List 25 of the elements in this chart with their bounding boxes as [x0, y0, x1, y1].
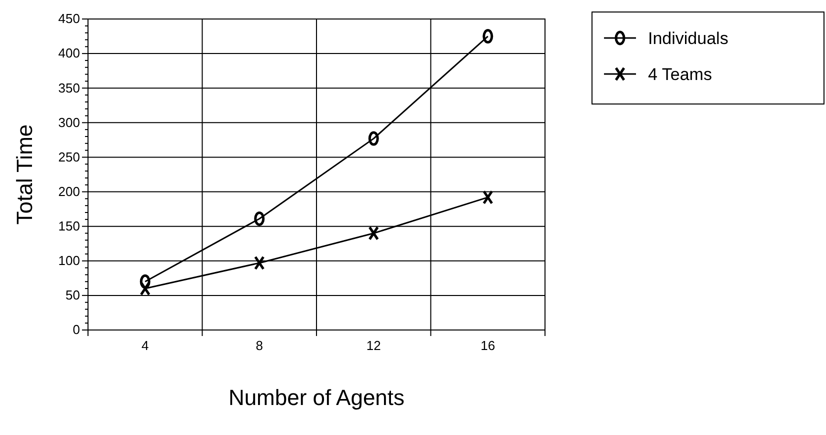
y-tick-label: 400	[58, 46, 80, 61]
point	[482, 29, 494, 44]
x-axis-title: Number of Agents	[228, 385, 405, 410]
point	[368, 226, 379, 240]
point	[368, 131, 379, 146]
y-tick-label: 0	[72, 322, 80, 338]
legend-label: 4 Teams	[648, 65, 712, 84]
y-tick-label: 200	[58, 184, 80, 199]
point	[140, 274, 150, 289]
y-tick-label: 100	[58, 253, 80, 268]
y-tick-label: 300	[58, 114, 80, 130]
y-tick-label: 250	[58, 149, 80, 164]
y-tick-label: 150	[58, 218, 80, 234]
y-tick-label: 450	[58, 11, 80, 26]
y-axis-title: Total Time	[12, 124, 37, 225]
point	[482, 190, 494, 205]
x-tick-label: 16	[480, 338, 496, 353]
x-tick-label: 8	[256, 338, 263, 353]
legend-label: Individuals	[648, 29, 728, 48]
point	[254, 256, 265, 270]
y-tick-label: 50	[66, 288, 80, 303]
y-tick-label: 350	[58, 80, 80, 96]
x-tick-label: 12	[366, 338, 381, 353]
x-tick-label: 4	[142, 338, 149, 353]
point	[254, 211, 265, 226]
